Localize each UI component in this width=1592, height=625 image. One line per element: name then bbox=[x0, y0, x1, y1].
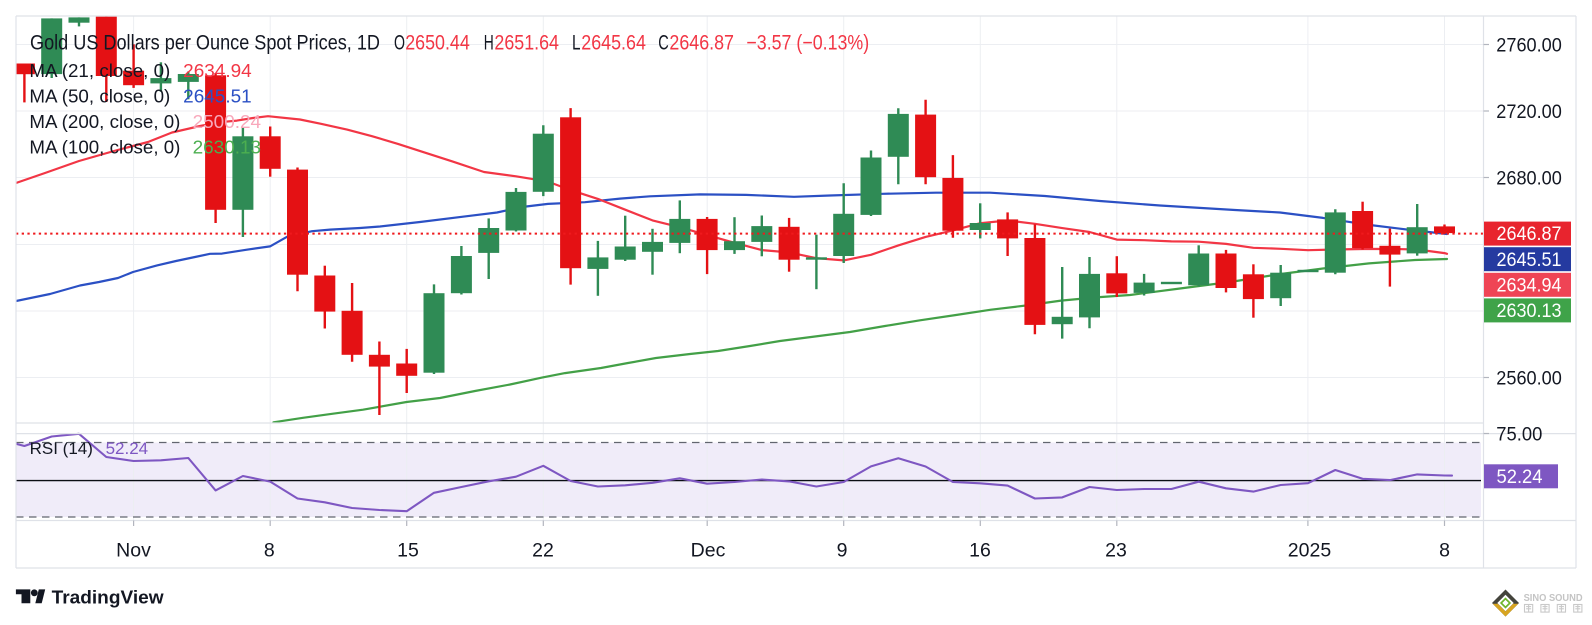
svg-text:2500.24: 2500.24 bbox=[193, 111, 262, 132]
svg-text:MA (21, close, 0): MA (21, close, 0) bbox=[29, 60, 170, 81]
svg-text:16: 16 bbox=[969, 540, 991, 562]
svg-text:23: 23 bbox=[1105, 540, 1127, 562]
svg-text:TradingView: TradingView bbox=[52, 586, 165, 607]
svg-text:2634.94: 2634.94 bbox=[183, 60, 252, 81]
svg-text:C: C bbox=[658, 32, 669, 55]
svg-text:2680.00: 2680.00 bbox=[1496, 168, 1562, 190]
svg-text:2720.00: 2720.00 bbox=[1496, 101, 1562, 123]
svg-text:O: O bbox=[394, 32, 405, 55]
svg-text:2025: 2025 bbox=[1288, 540, 1332, 562]
svg-text:Gold US Dollars per Ounce Spot: Gold US Dollars per Ounce Spot Prices, 1… bbox=[30, 32, 380, 55]
svg-text:2630.13: 2630.13 bbox=[1497, 301, 1562, 322]
svg-text:MA (200, close, 0): MA (200, close, 0) bbox=[29, 111, 180, 132]
svg-text:Dec: Dec bbox=[691, 540, 726, 562]
svg-text:2650.44: 2650.44 bbox=[405, 32, 470, 55]
svg-text:−3.57 (−0.13%): −3.57 (−0.13%) bbox=[746, 32, 869, 55]
svg-text:8: 8 bbox=[264, 540, 275, 562]
svg-text:22: 22 bbox=[532, 540, 554, 562]
svg-text:Nov: Nov bbox=[116, 540, 151, 562]
svg-text:52.24: 52.24 bbox=[1497, 467, 1543, 488]
svg-text:2646.87: 2646.87 bbox=[1497, 224, 1562, 245]
svg-text:H: H bbox=[484, 32, 494, 55]
svg-text:2645.64: 2645.64 bbox=[581, 32, 646, 55]
svg-text:2560.00: 2560.00 bbox=[1496, 368, 1562, 390]
svg-text:2634.94: 2634.94 bbox=[1497, 275, 1562, 296]
svg-text:2630.13: 2630.13 bbox=[193, 136, 262, 157]
svg-text:MA (50, close, 0): MA (50, close, 0) bbox=[29, 85, 170, 106]
svg-text:2645.51: 2645.51 bbox=[1497, 250, 1562, 271]
svg-text:75.00: 75.00 bbox=[1496, 424, 1542, 446]
svg-text:L: L bbox=[572, 32, 581, 55]
svg-text:2645.51: 2645.51 bbox=[183, 85, 252, 106]
svg-text:2760.00: 2760.00 bbox=[1496, 35, 1562, 57]
svg-text:2646.87: 2646.87 bbox=[669, 32, 734, 55]
svg-text:52.24: 52.24 bbox=[106, 439, 149, 458]
svg-text:8: 8 bbox=[1439, 540, 1450, 562]
svg-text:9: 9 bbox=[837, 540, 848, 562]
svg-text:RSI (14): RSI (14) bbox=[30, 439, 93, 458]
svg-text:MA (100, close, 0): MA (100, close, 0) bbox=[29, 136, 180, 157]
svg-text:2651.64: 2651.64 bbox=[494, 32, 559, 55]
svg-text:SINO SOUND: SINO SOUND bbox=[1524, 592, 1583, 604]
svg-text:15: 15 bbox=[397, 540, 419, 562]
